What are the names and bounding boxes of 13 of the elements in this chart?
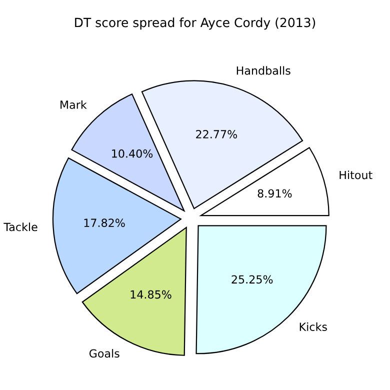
data-label: 14.85% (130, 290, 172, 299)
slice-label: Kicks (300, 322, 327, 332)
data-label: 10.40% (112, 149, 153, 158)
slice-label: Handballs (236, 66, 290, 75)
slice-label: Tackle (4, 222, 38, 232)
chart-title: DT score spread for Ayce Cordy (2013) (75, 18, 316, 30)
data-label: 8.91% (258, 189, 292, 198)
slice-label: Hitout (340, 170, 372, 180)
data-label: 25.25% (232, 275, 273, 284)
slice-label: Mark (60, 100, 87, 109)
data-label: 22.77% (196, 130, 238, 138)
data-label: 17.82% (84, 218, 125, 228)
slice-label: Goals (89, 349, 120, 358)
